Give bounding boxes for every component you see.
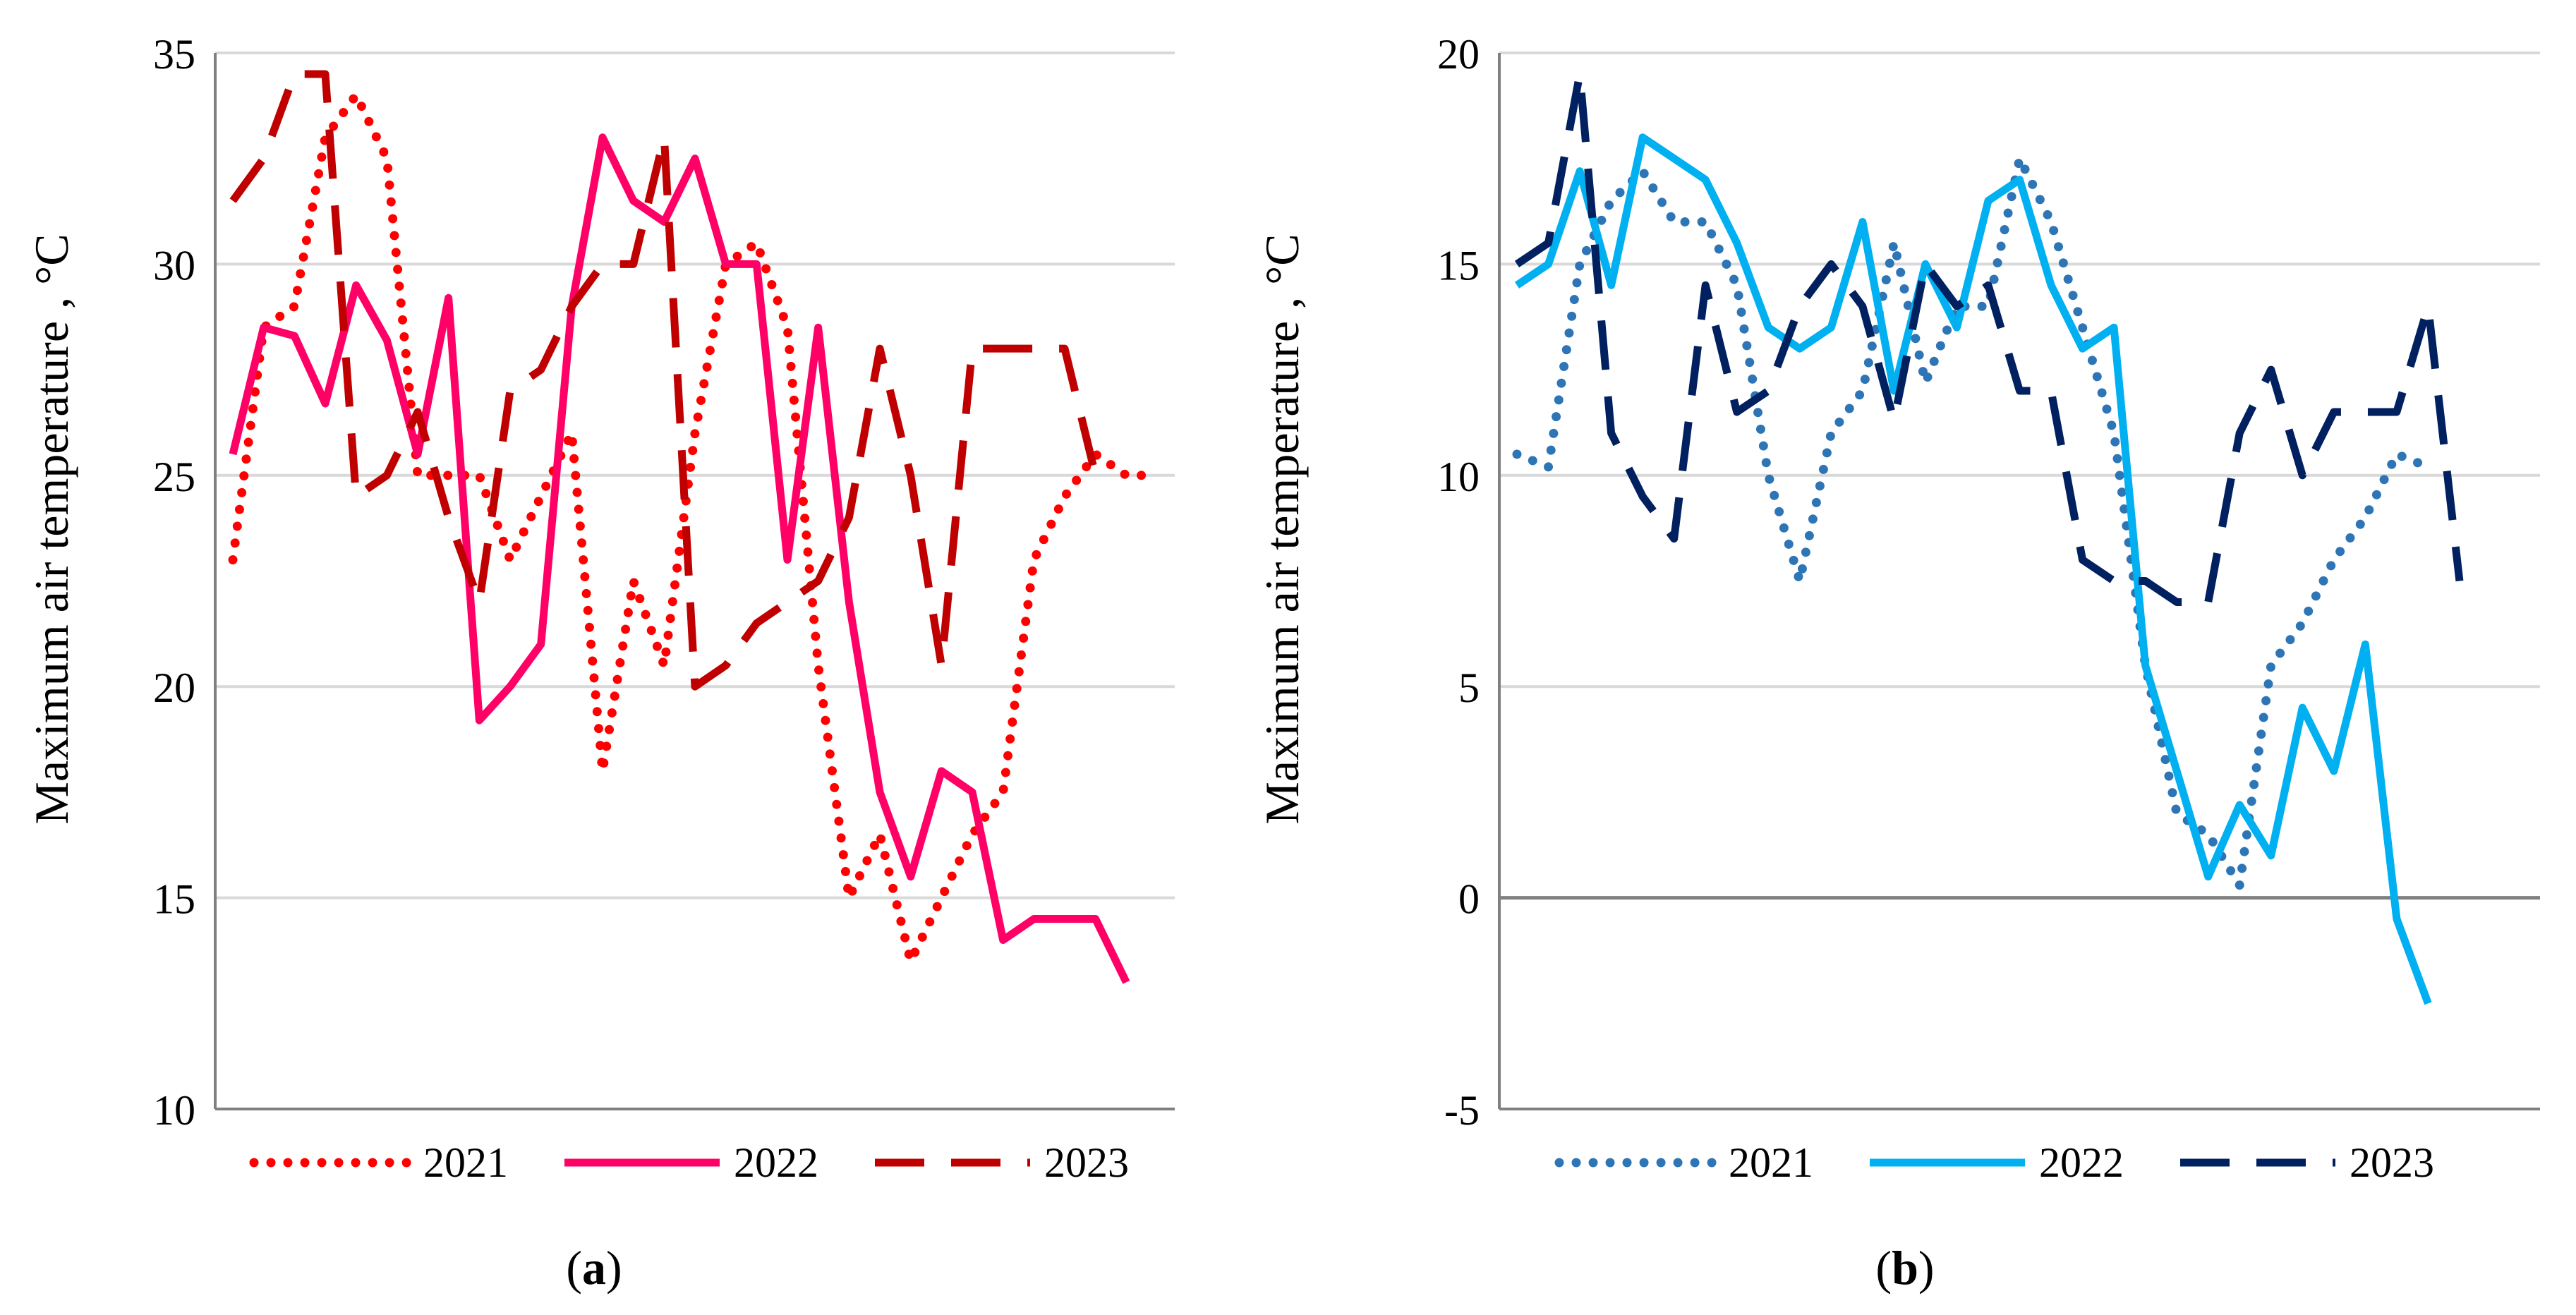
y-tick-label: 20	[153, 665, 195, 711]
y-tick-label: 10	[153, 1087, 195, 1134]
y-ticks-a: 10 15 20 25 30 35	[153, 31, 195, 1134]
series-line-2023	[1514, 70, 2464, 606]
chart-panel-a: 10 15 20 25 30 35 Maximum air temperature , °…	[25, 31, 1175, 1295]
y-axis-label-b: Maximum air temperature , °C	[1255, 234, 1309, 824]
panel-label-a-letter: a	[582, 1241, 606, 1295]
gridlines-b	[1499, 51, 2540, 900]
series-line-2023	[229, 70, 1100, 691]
legend-label-2021: 2021	[1729, 1139, 1813, 1186]
gridlines-a	[215, 51, 1175, 899]
legend-label-2022: 2022	[734, 1139, 818, 1186]
series-line-2022	[1514, 133, 2432, 1005]
y-tick-label: 35	[153, 31, 195, 78]
panel-label-b: (b)	[1875, 1241, 1934, 1295]
series-a	[228, 70, 1162, 984]
legend-label-2021: 2021	[423, 1139, 508, 1186]
series-line-2022	[229, 133, 1130, 984]
axes-a	[214, 53, 1175, 1110]
legend-label-2023: 2023	[1044, 1139, 1129, 1186]
panel-label-a: (a)	[566, 1241, 622, 1295]
y-ticks-b: -5 0 5 10 15 20	[1437, 31, 1480, 1134]
panel-label-b-letter: b	[1892, 1241, 1918, 1295]
y-tick-label: 10	[1437, 454, 1480, 500]
legend-b: 2021 2022 2023	[1554, 1139, 2434, 1186]
y-axis-label-a: Maximum air temperature , °C	[25, 234, 78, 824]
y-tick-label: 25	[153, 454, 195, 500]
y-tick-label: -5	[1444, 1087, 1480, 1134]
axes-b	[1498, 53, 2540, 1110]
legend-label-2022: 2022	[2039, 1139, 2124, 1186]
y-tick-label: 15	[1437, 242, 1480, 289]
y-tick-label: 30	[153, 242, 195, 289]
legend-a: 2021 2022 2023	[249, 1139, 1129, 1186]
y-tick-label: 15	[153, 876, 195, 923]
series-line-2021	[1512, 154, 2433, 890]
legend-label-2023: 2023	[2350, 1139, 2434, 1186]
y-tick-label: 5	[1458, 665, 1480, 711]
series-line-2021	[228, 90, 1162, 966]
y-tick-label: 0	[1458, 876, 1480, 923]
series-b	[1512, 70, 2464, 1005]
y-tick-label: 20	[1437, 31, 1480, 78]
